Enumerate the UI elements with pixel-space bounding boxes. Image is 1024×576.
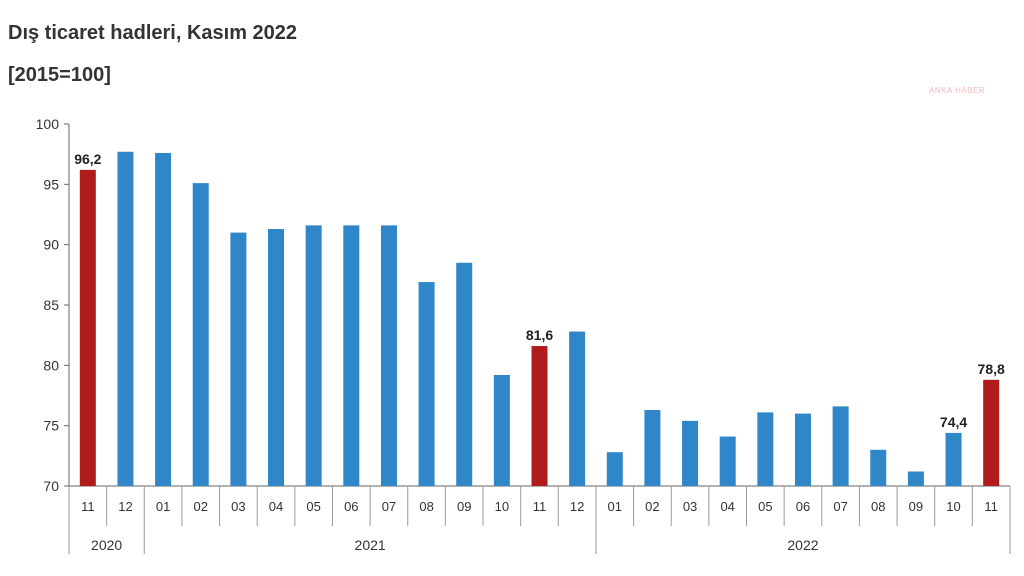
bar: [832, 406, 849, 486]
bar: [719, 436, 736, 486]
data-label: 96,2: [74, 151, 101, 167]
x-tick-label: 11: [533, 499, 547, 514]
bar-highlight: [79, 169, 96, 486]
bar: [456, 262, 473, 486]
bar: [644, 409, 661, 486]
x-tick-label: 03: [231, 499, 245, 514]
year-label: 2022: [787, 537, 818, 553]
y-tick-label: 100: [36, 116, 60, 132]
chart-subtitle: [2015=100]: [8, 64, 111, 86]
chart-title: Dış ticaret hadleri, Kasım 2022: [8, 22, 298, 44]
x-tick-label: 09: [457, 499, 471, 514]
x-tick-label: 08: [419, 499, 433, 514]
bar-highlight: [531, 346, 548, 486]
bar: [380, 225, 397, 487]
bar: [155, 152, 172, 486]
x-tick-label: 04: [720, 499, 734, 514]
x-tick-label: 09: [909, 499, 923, 514]
bar-highlight: [983, 379, 1000, 486]
bar: [907, 471, 924, 486]
x-tick-label: 03: [683, 499, 697, 514]
x-tick-label: 05: [758, 499, 772, 514]
bar: [305, 225, 322, 487]
bar: [493, 374, 510, 486]
year-label: 2021: [355, 537, 386, 553]
data-label: 78,8: [978, 361, 1005, 377]
x-tick-label: 11: [81, 499, 95, 514]
y-tick-label: 90: [43, 237, 59, 253]
x-tick-label: 06: [344, 499, 358, 514]
bar: [606, 452, 623, 486]
data-label: 81,6: [526, 327, 553, 343]
x-tick-label: 08: [871, 499, 885, 514]
watermark-logo: ANKA HABER: [929, 86, 986, 95]
bar: [757, 412, 774, 486]
x-tick-label: 07: [833, 499, 847, 514]
y-tick-label: 95: [43, 176, 59, 192]
bar: [682, 420, 699, 486]
x-tick-label: 05: [306, 499, 320, 514]
x-tick-label: 06: [796, 499, 810, 514]
x-tick-label: 10: [946, 499, 960, 514]
bar: [117, 151, 134, 486]
y-tick-label: 70: [43, 478, 59, 494]
bar: [870, 449, 887, 486]
year-label: 2020: [91, 537, 122, 553]
bar: [945, 432, 962, 486]
x-tick-label: 07: [382, 499, 396, 514]
x-tick-label: 02: [645, 499, 659, 514]
bar: [192, 183, 209, 487]
x-tick-label: 12: [570, 499, 584, 514]
x-tick-label: 10: [495, 499, 509, 514]
x-tick-label: 12: [118, 499, 132, 514]
x-tick-label: 11: [984, 499, 998, 514]
x-tick-label: 01: [608, 499, 622, 514]
y-tick-label: 85: [43, 297, 59, 313]
bar: [794, 413, 811, 486]
bar: [418, 282, 435, 486]
data-label: 74,4: [940, 414, 967, 430]
x-tick-label: 01: [156, 499, 170, 514]
x-tick-label: 02: [194, 499, 208, 514]
y-tick-label: 75: [43, 418, 59, 434]
bar: [569, 331, 586, 486]
y-tick-label: 80: [43, 357, 59, 373]
bar: [268, 228, 285, 487]
bar: [230, 232, 247, 486]
x-tick-label: 04: [269, 499, 283, 514]
bar: [343, 225, 360, 487]
